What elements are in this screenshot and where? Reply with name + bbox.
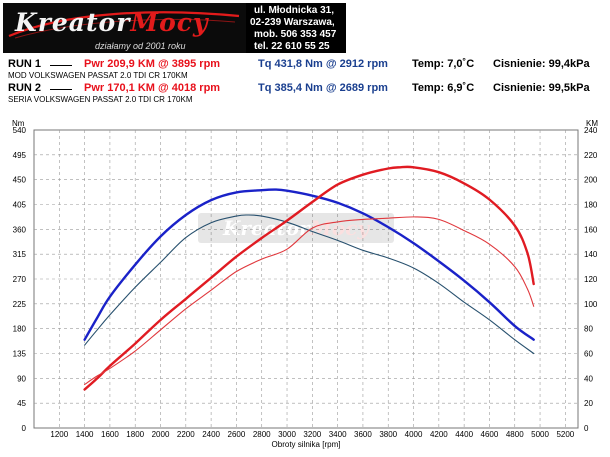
chart-grid [33,129,579,429]
logo-brand-left: Kreator [15,8,131,37]
x-tick: 2800 [253,430,271,439]
y-tick-right: 100 [584,300,598,309]
contact-address: ul. Młodnicka 31, [254,5,335,16]
series-line-run1-power [83,165,535,391]
y-tick-left: 180 [13,325,27,334]
y-tick-right: 60 [584,350,593,359]
x-tick: 1400 [76,430,94,439]
y-tick-left: 225 [13,300,27,309]
y-tick-left: 0 [22,424,27,433]
x-tick: 3200 [303,430,321,439]
y-tick-left: 360 [13,225,27,234]
x-tick: 5000 [531,430,549,439]
chart-axis-labels: 0 0 45 20 90 40 135 60 180 80 225 100 270 120 315 140 36… [12,119,598,449]
logo-wordmark: KreatorMocy [15,8,209,37]
y-tick-right: 160 [584,225,598,234]
run1-torque: Tq 431,8 Nm @ 2912 rpm [258,58,388,70]
contact-phone: tel. 22 610 55 25 [254,41,330,52]
y-tick-left: 540 [13,126,27,135]
y-tick-left: 495 [13,151,27,160]
brand-logo: KreatorMocy działamy od 2001 roku [3,3,246,53]
x-tick: 3400 [329,430,347,439]
x-tick: 1800 [126,430,144,439]
series-line-run2-power [84,216,535,386]
x-tick: 4400 [455,430,473,439]
y-tick-right: 40 [584,374,593,383]
x-tick: 2000 [152,430,170,439]
y-axis-label-left: Nm [12,119,25,128]
run2-description: SERIA VOLKSWAGEN PASSAT 2.0 TDI CR 170KM [8,95,193,104]
x-tick: 1200 [50,430,68,439]
run2-power: Pwr 170,1 KM @ 4018 rpm [84,82,221,94]
run1-description: MOD VOLKSWAGEN PASSAT 2.0 TDI CR 170KM [8,71,188,80]
x-tick: 2600 [228,430,246,439]
chart-series [83,165,535,391]
y-tick-right: 140 [584,250,598,259]
x-tick: 3000 [278,430,296,439]
x-tick: 2400 [202,430,220,439]
x-tick: 5200 [556,430,574,439]
run1-power: Pwr 209,9 KM @ 3895 rpm [84,58,221,70]
run2-pressure: Cisnienie: 99,5kPa [493,82,590,94]
run1-temp: Temp: 7,0˚C [412,58,475,70]
y-tick-left: 45 [17,399,26,408]
svg-text:KreatorMocy: KreatorMocy [222,216,370,240]
y-tick-right: 120 [584,275,598,284]
y-tick-right: 200 [584,176,598,185]
run2-label: RUN 2 [8,82,42,94]
x-tick: 3600 [354,430,372,439]
y-tick-right: 0 [584,424,589,433]
y-tick-left: 450 [13,176,27,185]
y-tick-right: 80 [584,325,593,334]
watermark-brand-left: Kreator [222,216,311,240]
contact-mobile: mob. 506 353 457 [254,29,337,40]
y-tick-right: 20 [584,399,593,408]
y-tick-right: 180 [584,201,598,210]
series-line-run1-torque [83,188,535,341]
run1-pressure: Cisnienie: 99,4kPa [493,58,590,70]
x-tick: 3800 [379,430,397,439]
y-tick-right: 240 [584,126,598,135]
x-tick: 4800 [506,430,524,439]
y-tick-right: 220 [584,151,598,160]
contact-block: ul. Młodnicka 31, 02-239 Warszawa, mob. … [246,3,346,53]
x-tick: 4200 [430,430,448,439]
y-tick-left: 405 [13,201,27,210]
x-tick: 2200 [177,430,195,439]
x-tick: 4600 [481,430,499,439]
run1-label: RUN 1 [8,58,42,70]
run2-line-swatch [50,89,72,90]
x-tick: 1600 [101,430,119,439]
run2-temp: Temp: 6,9˚C [412,82,475,94]
logo-tagline: działamy od 2001 roku [95,41,186,51]
y-tick-left: 90 [17,374,26,383]
series-line-run2-torque [84,214,535,355]
y-tick-left: 270 [13,275,27,284]
contact-city: 02-239 Warszawa, [250,17,335,28]
y-tick-left: 135 [13,350,27,359]
y-axis-label-right: KM [586,119,598,128]
y-tick-left: 315 [13,250,27,259]
x-tick: 4000 [405,430,423,439]
run2-torque: Tq 385,4 Nm @ 2689 rpm [258,82,388,94]
logo-brand-right: Mocy [130,8,209,37]
x-axis-label: Obroty silnika [rpm] [272,440,341,449]
run1-line-swatch [50,65,72,66]
swoosh-icon [8,11,240,39]
